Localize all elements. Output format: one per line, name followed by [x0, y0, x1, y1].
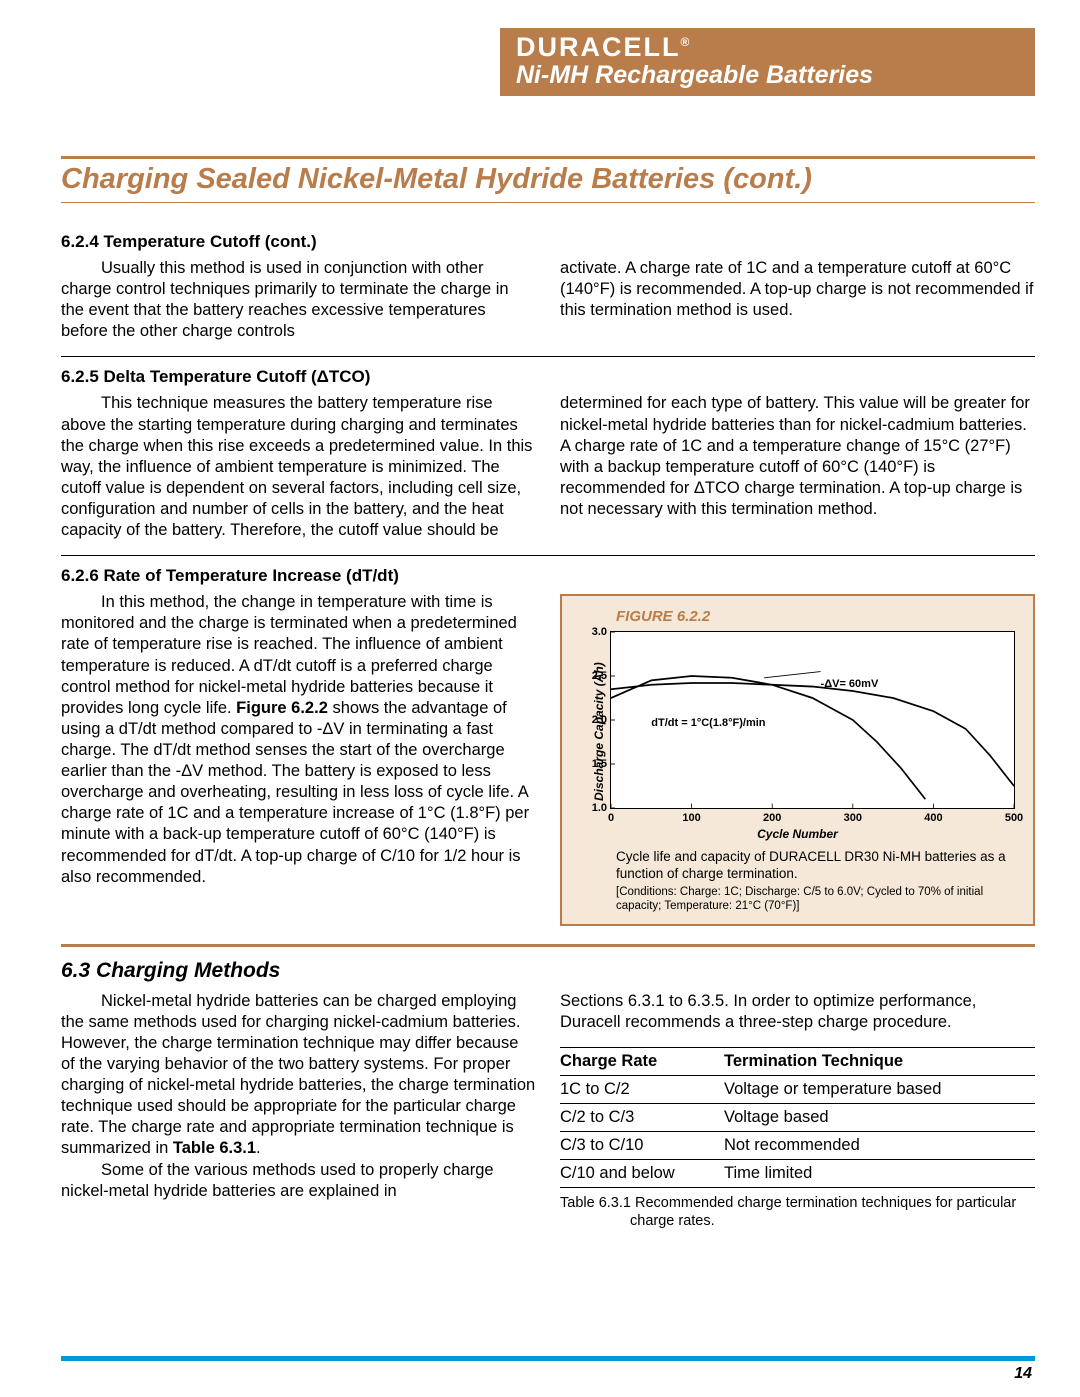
section-624-left: Usually this method is used in conjuncti…: [61, 258, 536, 342]
section-63-left2: Some of the various methods used to prop…: [61, 1160, 536, 1202]
table-cell: C/10 and below: [560, 1159, 724, 1187]
brand-logo: DURACELL®: [516, 32, 691, 63]
figure-ref: Figure 6.2.2: [236, 699, 328, 717]
table-cell: Time limited: [724, 1159, 1035, 1187]
chart-line: [611, 676, 925, 799]
section-625-right: determined for each type of battery. Thi…: [560, 393, 1035, 520]
table-cell: Voltage based: [724, 1103, 1035, 1131]
table-row: 1C to C/2Voltage or temperature based: [560, 1075, 1035, 1103]
page-title-bar: Charging Sealed Nickel-Metal Hydride Bat…: [61, 156, 1035, 203]
section-625-head: 6.2.5 Delta Temperature Cutoff (ΔTCO): [61, 367, 1035, 387]
chart-xlabel: Cycle Number: [576, 827, 1019, 841]
table-ref: Table 6.3.1: [173, 1139, 256, 1157]
table-cell: 1C to C/2: [560, 1075, 724, 1103]
table-row: C/3 to C/10Not recommended: [560, 1131, 1035, 1159]
divider: [61, 356, 1035, 357]
header-bar: DURACELL® Ni-MH Rechargeable Batteries: [500, 28, 1035, 96]
section-63-right1: Sections 6.3.1 to 6.3.5. In order to opt…: [560, 991, 1035, 1033]
section-625-cols: This technique measures the battery temp…: [61, 393, 1035, 541]
table-cell: Voltage or temperature based: [724, 1075, 1035, 1103]
section-63-head: 6.3 Charging Methods: [61, 959, 1035, 983]
section-626-cols: In this method, the change in temperatur…: [61, 592, 1035, 926]
figure-conditions: [Conditions: Charge: 1C; Discharge: C/5 …: [616, 885, 1013, 914]
table-cell: Not recommended: [724, 1131, 1035, 1159]
ytick: 3.0: [592, 626, 607, 638]
figure-caption: Cycle life and capacity of DURACELL DR30…: [616, 849, 1013, 883]
section-624-head: 6.2.4 Temperature Cutoff (cont.): [61, 232, 1035, 252]
section-624-cols: Usually this method is used in conjuncti…: [61, 258, 1035, 342]
ytick: 1.5: [592, 758, 607, 770]
figure-label: FIGURE 6.2.2: [616, 608, 1019, 625]
xtick: 300: [844, 812, 862, 824]
brand-text: DURACELL: [516, 32, 681, 62]
section-624-right: activate. A charge rate of 1C and a temp…: [560, 258, 1035, 321]
section-626-text: In this method, the change in temperatur…: [61, 592, 536, 888]
xtick: 500: [1005, 812, 1023, 824]
divider-brown: [61, 944, 1035, 947]
brand-reg: ®: [681, 35, 692, 49]
table-row: C/2 to C/3Voltage based: [560, 1103, 1035, 1131]
section-625-left: This technique measures the battery temp…: [61, 393, 536, 541]
chart-annotation-dv: -ΔV= 60mV: [821, 678, 879, 690]
section-626-head: 6.2.6 Rate of Temperature Increase (dT/d…: [61, 566, 1035, 586]
bottom-bar: [61, 1356, 1035, 1361]
xtick: 400: [924, 812, 942, 824]
xtick: 100: [682, 812, 700, 824]
chart-ylabel: Discharge Capacity (Ah): [592, 663, 606, 802]
figure-622: FIGURE 6.2.2 Discharge Capacity (Ah) 3.0…: [560, 594, 1035, 926]
xtick: 200: [763, 812, 781, 824]
table-cell: C/3 to C/10: [560, 1131, 724, 1159]
section-63-left1: Nickel-metal hydride batteries can be ch…: [61, 991, 536, 1160]
xtick: 0: [608, 812, 614, 824]
ytick: 2.0: [592, 714, 607, 726]
table-cell: C/2 to C/3: [560, 1103, 724, 1131]
table-col-rate: Charge Rate: [560, 1047, 724, 1075]
table-row: C/10 and belowTime limited: [560, 1159, 1035, 1187]
table-caption: Table 6.3.1 Recommended charge terminati…: [630, 1194, 1035, 1230]
ytick: 1.0: [592, 802, 607, 814]
content: 6.2.4 Temperature Cutoff (cont.) Usually…: [61, 232, 1035, 1230]
header-subtitle: Ni-MH Rechargeable Batteries: [516, 61, 1019, 90]
page-number: 14: [1014, 1365, 1032, 1383]
page-title: Charging Sealed Nickel-Metal Hydride Bat…: [61, 163, 1035, 196]
table-631: Charge Rate Termination Technique 1C to …: [560, 1047, 1035, 1188]
section-63-cols: Nickel-metal hydride batteries can be ch…: [61, 991, 1035, 1230]
ytick: 2.5: [592, 670, 607, 682]
divider: [61, 555, 1035, 556]
table-col-term: Termination Technique: [724, 1047, 1035, 1075]
chart-annotation-dtdt: dT/dt = 1°C(1.8°F)/min: [651, 717, 765, 729]
chart-area: 3.0 2.5 2.0 1.5 1.0 0 100 200 300 400 50…: [610, 631, 1015, 809]
